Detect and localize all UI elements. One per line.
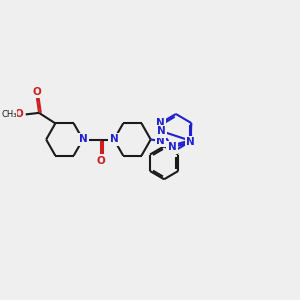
Text: O: O bbox=[32, 87, 41, 97]
Text: O: O bbox=[97, 155, 106, 166]
Text: N: N bbox=[79, 134, 87, 145]
Text: N: N bbox=[156, 136, 165, 146]
Text: N: N bbox=[156, 118, 165, 128]
Text: N: N bbox=[186, 137, 195, 147]
Text: CH₃: CH₃ bbox=[1, 110, 16, 119]
Text: O: O bbox=[14, 110, 23, 119]
Text: N: N bbox=[110, 134, 118, 145]
Text: N: N bbox=[158, 126, 166, 136]
Text: N: N bbox=[168, 142, 176, 152]
